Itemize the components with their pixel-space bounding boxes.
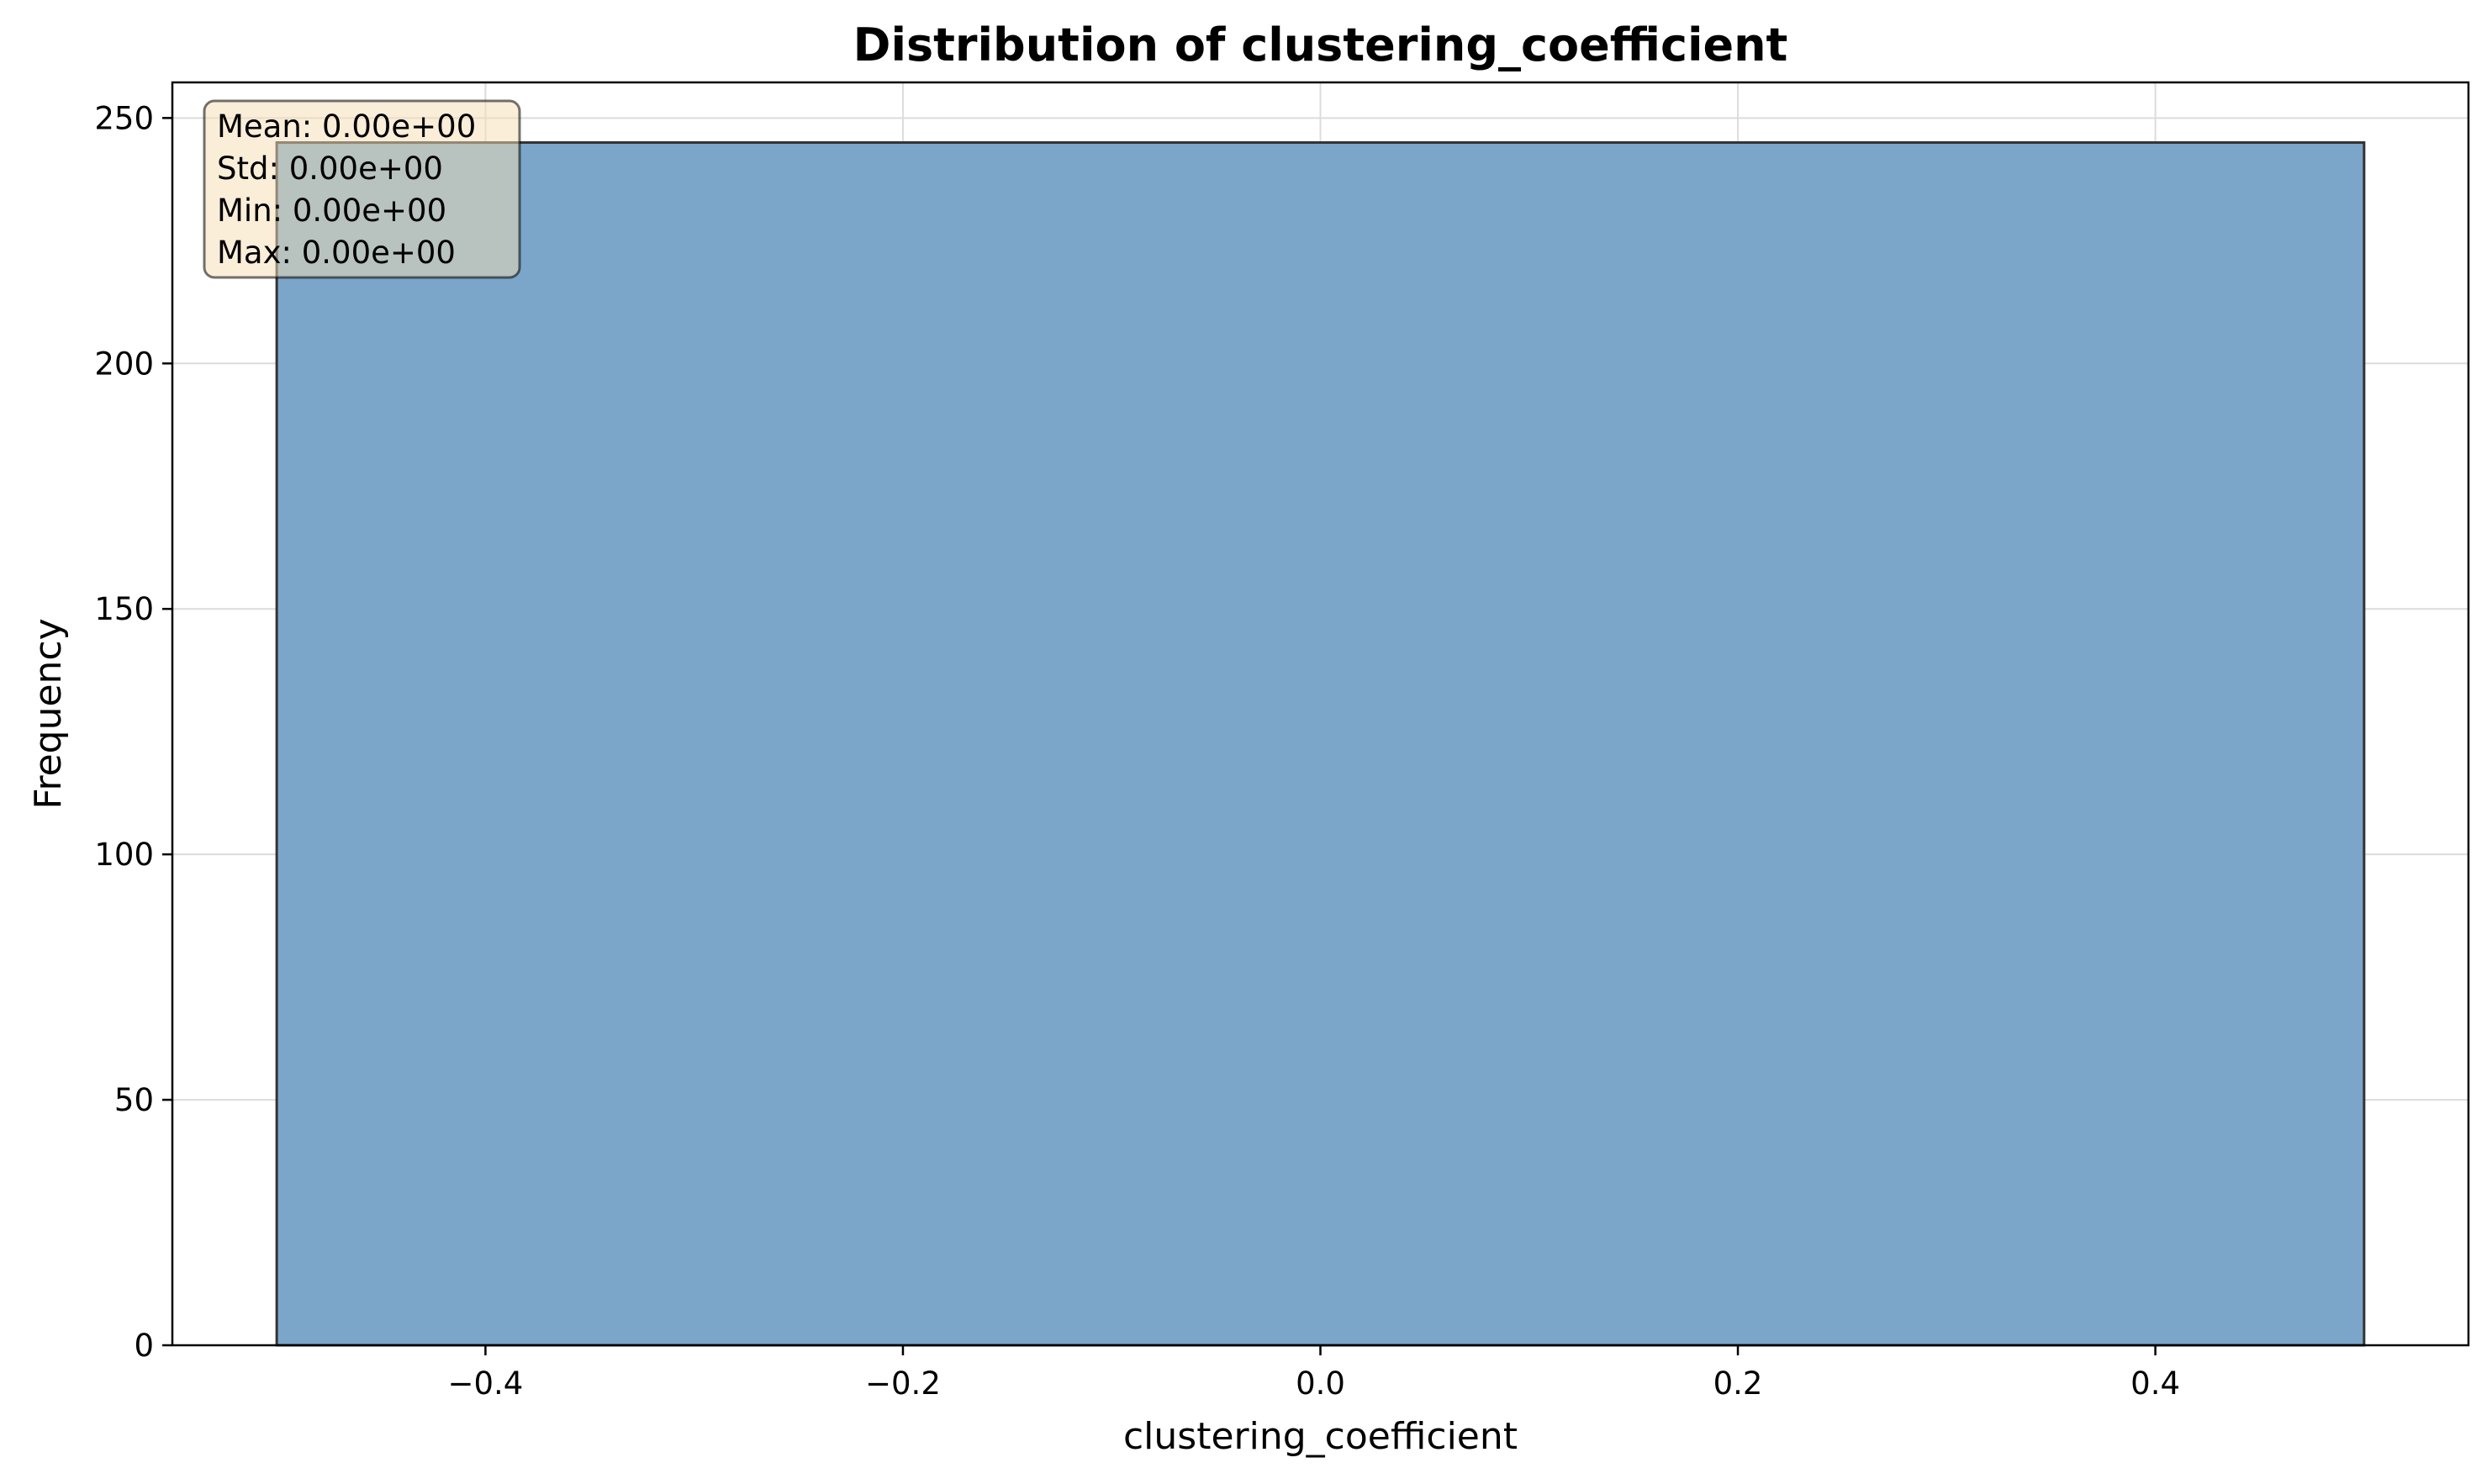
histogram-bar-0 xyxy=(275,141,2366,1347)
x-tick-label: 0.2 xyxy=(1713,1365,1763,1402)
x-axis-ticks: −0.4 −0.2 0.0 0.2 0.4 xyxy=(447,1345,2180,1402)
chart-title: Distribution of clustering_coefficient xyxy=(853,18,1788,71)
stats-mean: Mean: 0.00e+00 xyxy=(217,108,476,145)
stats-annotation-box: Mean: 0.00e+00 Std: 0.00e+00 Min: 0.00e+… xyxy=(203,99,521,279)
bars xyxy=(275,141,2366,1347)
y-tick-label: 50 xyxy=(114,1082,154,1118)
y-tick-label: 0 xyxy=(134,1328,154,1364)
x-axis-label: clustering_coefficient xyxy=(1123,1415,1518,1458)
stats-min: Min: 0.00e+00 xyxy=(217,193,446,229)
y-axis-label: Frequency xyxy=(27,618,70,809)
x-tick-label: −0.4 xyxy=(447,1365,523,1402)
stats-std: Std: 0.00e+00 xyxy=(217,151,443,187)
y-tick-label: 250 xyxy=(94,100,154,136)
x-tick-label: 0.4 xyxy=(2130,1365,2180,1402)
stats-box-background xyxy=(203,99,521,279)
stats-max: Max: 0.00e+00 xyxy=(217,235,456,271)
y-tick-label: 200 xyxy=(94,346,154,382)
y-tick-label: 100 xyxy=(94,837,154,873)
y-axis-ticks: 0 50 100 150 200 250 xyxy=(94,100,172,1364)
x-tick-label: 0.0 xyxy=(1296,1365,1345,1402)
x-tick-label: −0.2 xyxy=(865,1365,941,1402)
y-tick-label: 150 xyxy=(94,591,154,627)
